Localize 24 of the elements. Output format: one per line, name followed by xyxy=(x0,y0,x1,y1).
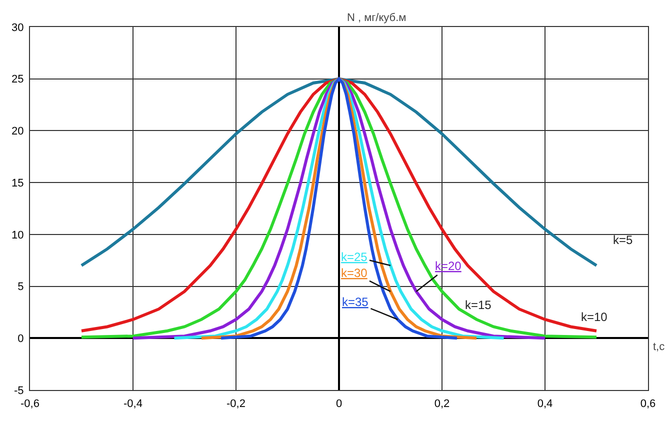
y-tick-label: 30 xyxy=(12,22,24,34)
x-tick-label: -0,4 xyxy=(124,398,142,410)
x-axis-title: t,c xyxy=(653,341,666,353)
y-tick-label: 0 xyxy=(18,332,24,345)
y-tick-label: -5 xyxy=(14,384,24,397)
y-axis-title: N , мг/куб.м xyxy=(347,12,406,24)
x-tick-label: 0,4 xyxy=(537,398,553,410)
y-tick-label: 5 xyxy=(18,281,24,294)
text: k=5 xyxy=(613,233,634,247)
series-label: k=15 xyxy=(465,298,492,312)
series-label: k=10 xyxy=(581,310,608,324)
x-tick-label: 0,6 xyxy=(640,398,656,410)
series-label: k=35 xyxy=(342,295,369,309)
x-tick-label: -0,2 xyxy=(226,398,246,410)
y-tick-label: 10 xyxy=(12,229,24,242)
y-tick-label: 15 xyxy=(12,177,24,190)
line-series xyxy=(132,77,546,340)
x-tick-label: 0,2 xyxy=(434,398,450,410)
y-tick-label: 25 xyxy=(12,74,24,86)
x-tick-label: -0,6 xyxy=(20,398,40,410)
series-label: k=30 xyxy=(341,266,368,280)
series-label: k=25 xyxy=(341,250,368,264)
y-tick-label: 20 xyxy=(12,126,24,138)
x-tick-label: 0 xyxy=(336,398,342,410)
